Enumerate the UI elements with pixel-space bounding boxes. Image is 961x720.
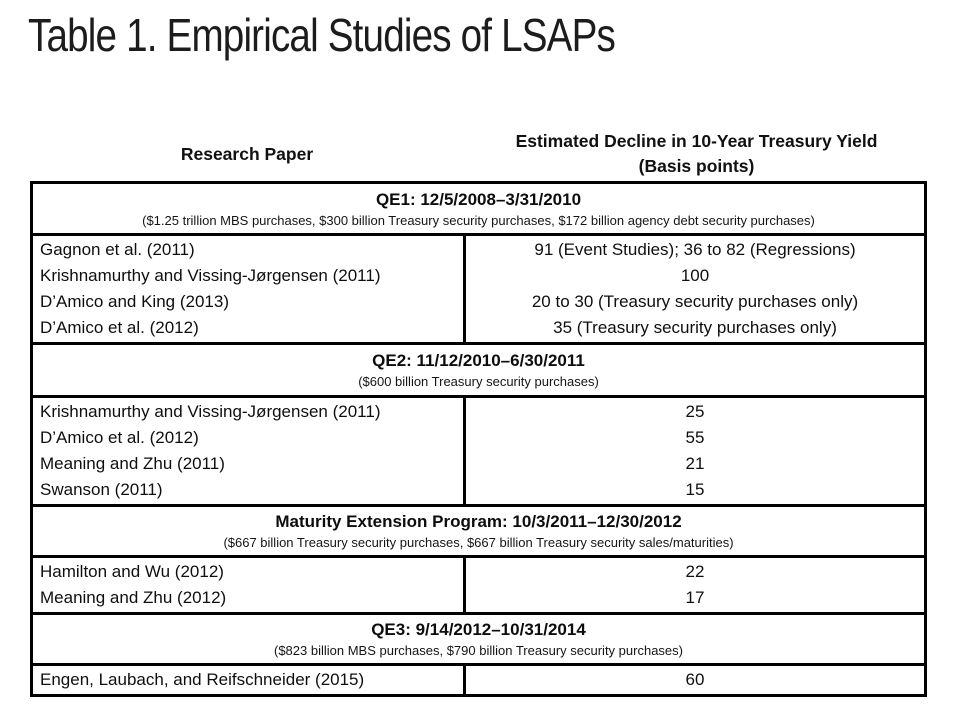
papers-column: Engen, Laubach, and Reifschneider (2015) <box>33 666 466 694</box>
section-header-qe3: QE3: 9/14/2012–10/31/2014 ($823 billion … <box>33 612 924 663</box>
section-subtitle: ($823 billion MBS purchases, $790 billio… <box>274 643 683 658</box>
estimate-value: 17 <box>685 588 705 607</box>
estimate-value: 22 <box>685 562 705 581</box>
paper-name: D’Amico et al. (2012) <box>40 318 199 337</box>
estimates-column: 22 17 <box>466 558 924 612</box>
column-header-estimated-decline-line1: Estimated Decline in 10-Year Treasury Yi… <box>515 131 878 151</box>
column-header-estimated-decline: Estimated Decline in 10-Year Treasury Yi… <box>467 129 926 179</box>
estimate-value: 91 (Event Studies); 36 to 82 (Regression… <box>534 240 856 259</box>
paper-name: Meaning and Zhu (2011) <box>40 454 225 473</box>
papers-column: Hamilton and Wu (2012) Meaning and Zhu (… <box>33 558 466 612</box>
section-subtitle: ($600 billion Treasury security purchase… <box>358 374 599 389</box>
lsap-studies-table: QE1: 12/5/2008–3/31/2010 ($1.25 trillion… <box>30 181 927 697</box>
estimates-column: 25 55 21 15 <box>466 398 924 504</box>
section-title: QE3: 9/14/2012–10/31/2014 <box>371 620 586 639</box>
section-rows-mep: Hamilton and Wu (2012) Meaning and Zhu (… <box>33 555 924 612</box>
estimate-value: 60 <box>685 670 705 689</box>
column-header-basis-points: (Basis points) <box>638 156 755 176</box>
paper-name: D’Amico and King (2013) <box>40 292 229 311</box>
paper-name: Hamilton and Wu (2012) <box>40 562 224 581</box>
section-rows-qe2: Krishnamurthy and Vissing-Jørgensen (201… <box>33 395 924 504</box>
section-header-mep: Maturity Extension Program: 10/3/2011–12… <box>33 504 924 555</box>
section-title: Maturity Extension Program: 10/3/2011–12… <box>275 512 682 531</box>
papers-column: Gagnon et al. (2011) Krishnamurthy and V… <box>33 236 466 342</box>
estimates-column: 60 <box>466 666 924 694</box>
estimate-value: 15 <box>685 480 705 499</box>
papers-column: Krishnamurthy and Vissing-Jørgensen (201… <box>33 398 466 504</box>
paper-name: Krishnamurthy and Vissing-Jørgensen (201… <box>40 402 381 421</box>
section-subtitle: ($667 billion Treasury security purchase… <box>223 535 734 550</box>
estimate-value: 35 (Treasury security purchases only) <box>553 318 837 337</box>
estimate-value: 21 <box>685 454 705 473</box>
estimate-value: 25 <box>685 402 705 421</box>
paper-name: Meaning and Zhu (2012) <box>40 588 227 607</box>
section-title: QE2: 11/12/2010–6/30/2011 <box>372 351 585 370</box>
column-header-research-paper: Research Paper <box>180 144 314 164</box>
estimate-value: 100 <box>680 266 710 285</box>
paper-name: D’Amico et al. (2012) <box>40 428 199 447</box>
section-rows-qe3: Engen, Laubach, and Reifschneider (2015)… <box>33 663 924 694</box>
paper-name: Gagnon et al. (2011) <box>40 240 195 259</box>
paper-name: Engen, Laubach, and Reifschneider (2015) <box>40 670 365 689</box>
estimate-value: 20 to 30 (Treasury security purchases on… <box>531 292 859 311</box>
slide-title: Table 1. Empirical Studies of LSAPs <box>28 9 616 61</box>
section-subtitle: ($1.25 trillion MBS purchases, $300 bill… <box>142 212 815 228</box>
section-header-qe2: QE2: 11/12/2010–6/30/2011 ($600 billion … <box>33 342 924 395</box>
section-header-qe1: QE1: 12/5/2008–3/31/2010 ($1.25 trillion… <box>33 184 924 233</box>
section-title: QE1: 12/5/2008–3/31/2010 <box>375 189 582 209</box>
section-rows-qe1: Gagnon et al. (2011) Krishnamurthy and V… <box>33 233 924 342</box>
estimate-value: 55 <box>685 428 705 447</box>
paper-name: Krishnamurthy and Vissing-Jørgensen (201… <box>40 266 381 285</box>
estimates-column: 91 (Event Studies); 36 to 82 (Regression… <box>466 236 924 342</box>
paper-name: Swanson (2011) <box>40 480 163 499</box>
